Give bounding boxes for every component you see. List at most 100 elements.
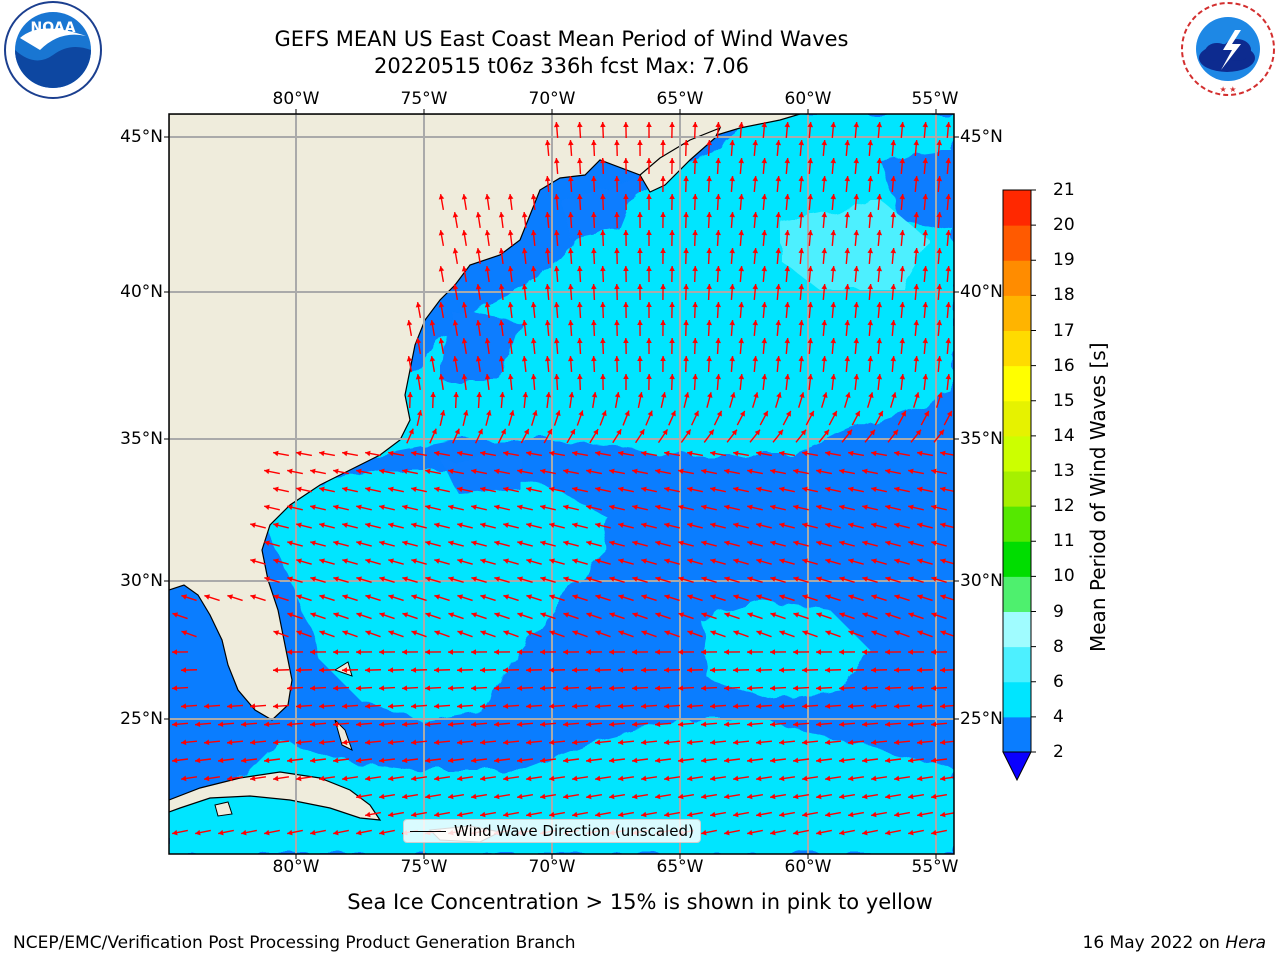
wave-arrow bbox=[309, 685, 327, 691]
wave-arrow bbox=[907, 793, 925, 800]
wave-arrow bbox=[502, 667, 520, 673]
wave-arrow bbox=[457, 450, 473, 457]
wave-arrow bbox=[801, 667, 819, 673]
wave-arrow bbox=[264, 829, 280, 836]
wave-arrow bbox=[779, 450, 795, 457]
wave-arrow bbox=[272, 775, 290, 782]
wave-arrow bbox=[365, 522, 381, 529]
wave-arrow bbox=[365, 630, 381, 638]
wave-arrow bbox=[646, 229, 652, 247]
wave-arrow bbox=[729, 247, 736, 265]
wave-arrow bbox=[539, 793, 557, 800]
wave-arrow bbox=[319, 630, 335, 638]
wave-arrow bbox=[894, 558, 910, 565]
wave-arrow bbox=[434, 630, 450, 638]
wave-arrow bbox=[821, 175, 828, 193]
wave-arrow bbox=[480, 811, 496, 818]
wave-arrow bbox=[943, 410, 953, 426]
wave-arrow bbox=[249, 739, 267, 746]
wave-arrow bbox=[637, 283, 643, 301]
wave-arrow bbox=[457, 630, 473, 638]
wave-arrow bbox=[462, 410, 469, 426]
wave-arrow bbox=[461, 193, 468, 211]
wave-arrow bbox=[646, 301, 652, 319]
wave-arrow bbox=[660, 319, 666, 337]
wave-arrow bbox=[687, 558, 703, 565]
wave-arrow bbox=[807, 373, 814, 391]
wave-arrow bbox=[692, 157, 698, 175]
wave-arrow bbox=[839, 829, 855, 836]
wave-arrow bbox=[683, 247, 689, 265]
wave-arrow bbox=[821, 283, 828, 301]
wave-arrow bbox=[591, 139, 597, 157]
wave-arrow bbox=[591, 391, 598, 409]
colorbar-tick-label: 8 bbox=[1053, 636, 1064, 657]
wave-arrow bbox=[457, 522, 473, 529]
wave-arrow bbox=[747, 504, 763, 511]
wave-arrow bbox=[447, 793, 465, 800]
wave-arrow bbox=[802, 486, 818, 493]
wave-arrow bbox=[793, 468, 809, 475]
wave-arrow bbox=[710, 594, 726, 602]
wave-arrow bbox=[792, 649, 810, 655]
wave-arrow bbox=[554, 373, 560, 391]
wave-arrow bbox=[641, 486, 657, 493]
wave-arrow bbox=[553, 157, 560, 175]
wave-arrow bbox=[669, 229, 675, 247]
wave-arrow bbox=[474, 428, 484, 444]
wave-arrow bbox=[848, 450, 864, 457]
wave-arrow bbox=[586, 468, 602, 475]
wave-arrow bbox=[678, 504, 694, 511]
wave-arrow bbox=[568, 319, 574, 337]
wave-arrow bbox=[756, 811, 772, 818]
wave-arrow bbox=[821, 355, 828, 373]
wave-arrow bbox=[388, 522, 404, 529]
wave-arrow bbox=[287, 576, 303, 584]
wave-arrow bbox=[295, 667, 313, 673]
wave-arrow bbox=[844, 319, 851, 337]
wave-arrow bbox=[485, 410, 492, 426]
wave-arrow bbox=[669, 337, 675, 355]
colorbar-tick-label: 13 bbox=[1053, 461, 1075, 481]
wave-arrow bbox=[916, 739, 934, 746]
wave-arrow bbox=[683, 355, 689, 373]
wave-arrow bbox=[641, 450, 657, 457]
wave-arrow bbox=[365, 486, 381, 493]
wave-arrow bbox=[499, 391, 506, 409]
wave-arrow bbox=[461, 301, 468, 319]
wave-arrow bbox=[548, 739, 566, 746]
wave-arrow bbox=[940, 630, 954, 637]
wave-arrow bbox=[378, 685, 396, 691]
legend-label: Wind Wave Direction (unscaled) bbox=[454, 822, 694, 840]
wave-arrow bbox=[438, 337, 445, 355]
colorbar-segment bbox=[1003, 471, 1031, 507]
wave-arrow bbox=[747, 468, 763, 475]
wave-arrow bbox=[548, 703, 566, 710]
wave-arrow bbox=[761, 229, 768, 247]
wave-arrow bbox=[618, 594, 634, 602]
wave-arrow bbox=[456, 667, 474, 673]
lat-tick-right: 30°N bbox=[960, 571, 1003, 591]
wave-arrow bbox=[839, 540, 855, 547]
wave-arrow bbox=[664, 811, 680, 818]
wave-arrow bbox=[893, 775, 911, 782]
wave-arrow bbox=[686, 703, 704, 710]
wave-arrow bbox=[876, 373, 883, 391]
wave-arrow bbox=[410, 775, 428, 782]
wave-arrow bbox=[623, 374, 629, 390]
wave-arrow bbox=[637, 139, 643, 157]
wave-arrow bbox=[429, 428, 437, 444]
wave-arrow bbox=[600, 121, 606, 139]
wave-arrow bbox=[521, 355, 528, 373]
nws-logo: ★ ★ bbox=[1181, 2, 1275, 96]
wave-arrow bbox=[287, 468, 303, 475]
wave-arrow bbox=[683, 319, 689, 337]
wave-arrow bbox=[296, 594, 312, 602]
period-4-6-regions bbox=[169, 114, 954, 854]
wave-arrow bbox=[700, 649, 718, 655]
wave-arrow bbox=[807, 265, 814, 283]
wave-arrow bbox=[931, 612, 947, 620]
wave-arrow bbox=[931, 504, 947, 511]
wave-arrow bbox=[825, 558, 841, 565]
wave-arrow bbox=[890, 319, 897, 337]
